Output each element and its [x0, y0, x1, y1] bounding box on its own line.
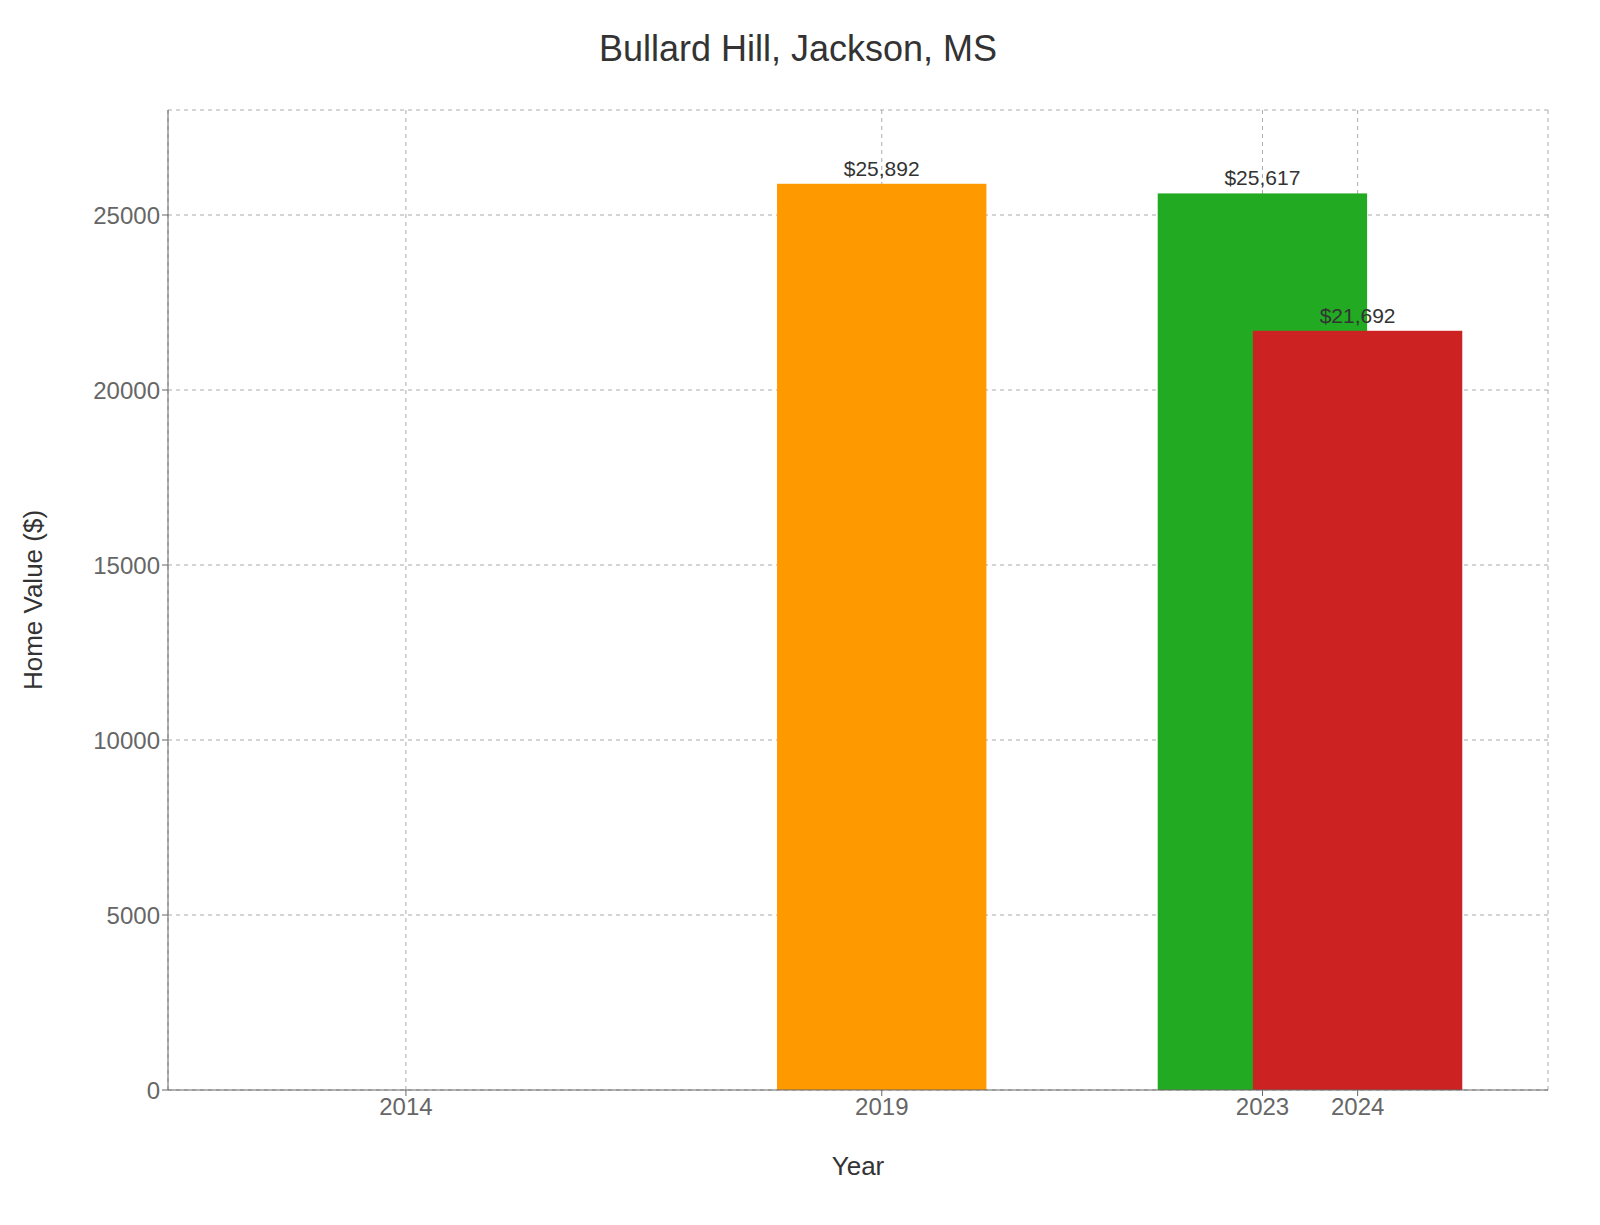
- svg-text:$21,692: $21,692: [1320, 304, 1396, 327]
- svg-text:2014: 2014: [379, 1093, 432, 1120]
- svg-text:0: 0: [147, 1077, 160, 1104]
- svg-text:2024: 2024: [1331, 1093, 1384, 1120]
- svg-text:10000: 10000: [93, 727, 160, 754]
- svg-text:Home Value ($): Home Value ($): [18, 510, 48, 690]
- svg-text:$25,617: $25,617: [1224, 166, 1300, 189]
- svg-text:Year: Year: [832, 1151, 885, 1181]
- svg-text:20000: 20000: [93, 377, 160, 404]
- svg-text:2019: 2019: [855, 1093, 908, 1120]
- svg-text:15000: 15000: [93, 552, 160, 579]
- html-text:Bullard Hill, Jackson, MS: Bullard Hill, Jackson, MS: [598, 28, 998, 69]
- svg-text:2023: 2023: [1236, 1093, 1289, 1120]
- svg-text:$25,892: $25,892: [844, 157, 920, 180]
- svg-text:5000: 5000: [107, 902, 160, 929]
- svg-text:25000: 25000: [93, 202, 160, 229]
